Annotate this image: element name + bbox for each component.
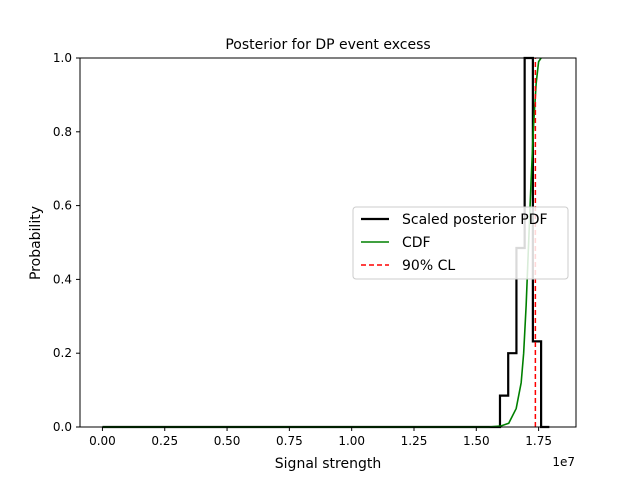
x-tick-label: 1.25 (401, 434, 428, 448)
y-tick-label: 1.0 (53, 51, 72, 65)
axes: 0.00 0.25 0.50 0.75 1.00 1.25 1.50 1.75 0.0 0.2 0.… (53, 51, 577, 448)
x-tick-label: 1.50 (463, 434, 490, 448)
y-axis-label: Probability (28, 206, 44, 280)
legend-box (352, 206, 569, 280)
y-tick-label: 0.2 (53, 346, 72, 360)
y-tick-label: 0.8 (53, 125, 72, 139)
legend-label: CDF (402, 235, 431, 251)
x-tick-label: 0.00 (89, 434, 116, 448)
x-axis-label: Signal strength (275, 456, 381, 472)
x-tick-label: 1.75 (525, 434, 552, 448)
legend: Scaled posterior PDF CDF 90% CL (352, 206, 569, 280)
y-tick-label: 0.4 (53, 272, 72, 286)
y-tick-label: 0.6 (53, 199, 72, 213)
x-axis-offset-label: 1e7 (552, 455, 575, 469)
plot-frame (79, 57, 577, 428)
x-tick-label: 0.75 (276, 434, 303, 448)
legend-label: 90% CL (402, 258, 455, 274)
y-tick-label: 0.0 (53, 420, 72, 434)
x-tick-label: 0.50 (214, 434, 241, 448)
chart-title: Posterior for DP event excess (225, 37, 430, 53)
x-tick-label: 0.25 (151, 434, 178, 448)
legend-label: Scaled posterior PDF (402, 212, 548, 228)
x-tick-label: 1.00 (338, 434, 365, 448)
